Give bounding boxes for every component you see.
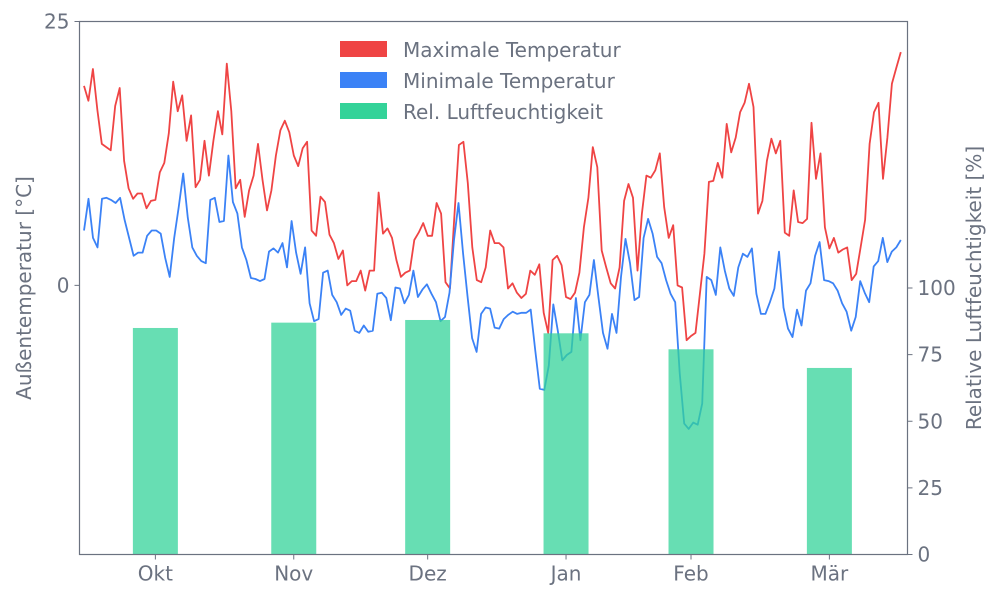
right-tick-label: 100: [918, 276, 956, 300]
right-tick-label: 75: [918, 343, 943, 367]
legend-swatch-min: [340, 72, 387, 88]
humidity-bar-okt: [132, 327, 178, 555]
x-tick-label: Mär: [811, 562, 850, 586]
right-axis-label: Relative Luftfeuchtigkeit [%]: [962, 146, 986, 430]
left-tick-label: 25: [44, 10, 69, 34]
x-tick-label: Okt: [138, 562, 173, 586]
x-tick-label: Nov: [274, 562, 313, 586]
max-temperature-line: [83, 51, 902, 342]
right-tick-label: 50: [918, 409, 943, 433]
legend-label-humidity: Rel. Luftfeuchtigkeit: [403, 100, 603, 124]
humidity-bars: [132, 319, 852, 555]
humidity-bar-dez: [405, 319, 451, 555]
legend-swatch-max: [340, 41, 387, 57]
left-tick-label: 0: [57, 273, 70, 297]
humidity-bar-jan: [543, 333, 589, 555]
legend-label-min: Minimale Temperatur: [403, 69, 616, 93]
x-tick-label: Jan: [549, 562, 582, 586]
x-tick-label: Dez: [409, 562, 447, 586]
x-axis-ticks: Okt Nov Dez Jan Feb Mär: [138, 554, 850, 586]
min-temperature-line: [83, 154, 902, 430]
left-axis-label: Außentemperatur [°C]: [12, 176, 36, 400]
x-tick-label: Feb: [673, 562, 708, 586]
legend-swatch-humidity: [340, 103, 387, 119]
right-axis-ticks: 0 25 50 75 100: [907, 276, 956, 567]
legend-label-max: Maximale Temperatur: [403, 38, 621, 62]
right-tick-label: 0: [918, 543, 931, 567]
right-tick-label: 25: [918, 476, 943, 500]
humidity-bar-feb: [668, 349, 714, 555]
humidity-bar-mär: [806, 367, 852, 555]
legend: Maximale Temperatur Minimale Temperatur …: [340, 38, 621, 124]
temperature-lines: [83, 51, 902, 430]
left-axis-ticks: 25 0: [44, 10, 80, 297]
humidity-bar-nov: [271, 322, 317, 555]
